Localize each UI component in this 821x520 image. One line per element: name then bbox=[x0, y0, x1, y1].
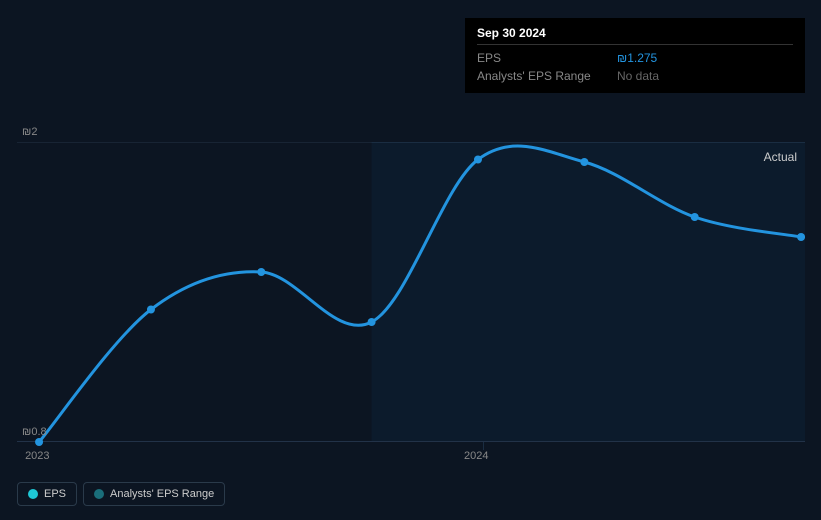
legend-swatch-icon bbox=[94, 489, 104, 499]
y-tick: ₪0.8 bbox=[22, 426, 47, 438]
tooltip-row: Analysts' EPS RangeNo data bbox=[477, 67, 793, 85]
x-tick: 2024 bbox=[464, 450, 488, 462]
data-point[interactable] bbox=[474, 156, 482, 164]
tooltip-row: EPS₪1.275 bbox=[477, 49, 793, 67]
data-point[interactable] bbox=[368, 318, 376, 326]
shaded-region bbox=[372, 142, 805, 442]
tooltip-date: Sep 30 2024 bbox=[477, 26, 793, 45]
y-tick: ₪2 bbox=[22, 126, 37, 138]
tooltip-label: Analysts' EPS Range bbox=[477, 69, 617, 83]
tooltip-value: No data bbox=[617, 69, 659, 83]
data-point[interactable] bbox=[580, 158, 588, 166]
data-point[interactable] bbox=[35, 438, 43, 446]
x-tick: 2023 bbox=[25, 450, 49, 462]
legend-swatch-icon bbox=[28, 489, 38, 499]
legend-label: EPS bbox=[44, 488, 66, 500]
legend: EPS Analysts' EPS Range bbox=[17, 482, 225, 506]
legend-item[interactable]: EPS bbox=[17, 482, 77, 506]
data-point[interactable] bbox=[691, 213, 699, 221]
legend-label: Analysts' EPS Range bbox=[110, 488, 214, 500]
data-point[interactable] bbox=[147, 306, 155, 314]
data-point[interactable] bbox=[797, 233, 805, 241]
eps-chart bbox=[17, 142, 805, 452]
hover-tooltip: Sep 30 2024 EPS₪1.275Analysts' EPS Range… bbox=[465, 18, 805, 93]
tooltip-label: EPS bbox=[477, 51, 617, 65]
legend-item[interactable]: Analysts' EPS Range bbox=[83, 482, 225, 506]
actual-label: Actual bbox=[764, 150, 797, 164]
data-point[interactable] bbox=[257, 268, 265, 276]
tooltip-value: ₪1.275 bbox=[617, 51, 657, 65]
